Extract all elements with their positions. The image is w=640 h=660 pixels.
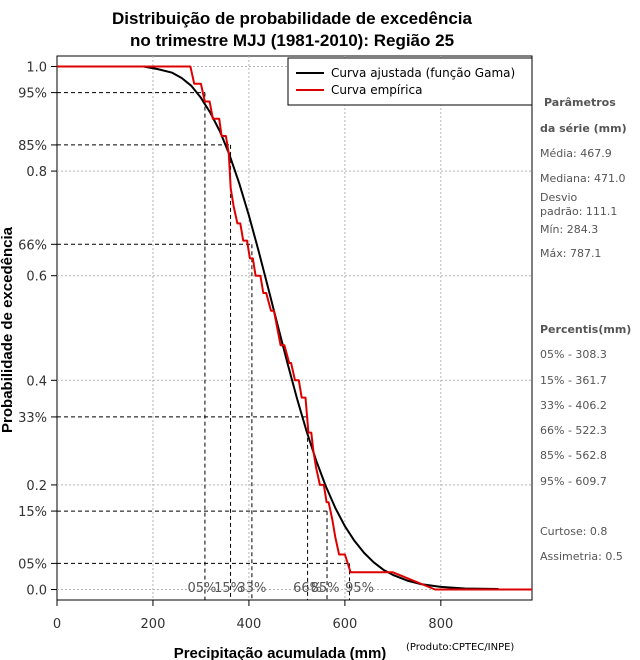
legend-box bbox=[287, 57, 533, 106]
x-axis: 0 200 400 600 800 bbox=[53, 600, 453, 632]
stat-max: Máx: 787.1 bbox=[540, 247, 601, 260]
legend-label-empirical: Curva empírica bbox=[331, 83, 422, 97]
fitted-gamma-curve bbox=[143, 65, 499, 590]
stat-min: Mín: 284.3 bbox=[540, 223, 598, 236]
percentil-85: 85% - 562.8 bbox=[540, 449, 607, 462]
x-tick-label: 600 bbox=[332, 617, 357, 632]
percentile-x-label: 15% bbox=[214, 581, 243, 596]
percentile-x-label: 33% bbox=[237, 581, 266, 596]
chart-title-line1: Distribuição de probabilidade de excedên… bbox=[112, 9, 472, 28]
chart-title-line2: no trimestre MJJ (1981-2010): Região 25 bbox=[130, 31, 454, 50]
stat-curtose: Curtose: 0.8 bbox=[540, 525, 607, 538]
y-tick-label: 0.6 bbox=[26, 270, 47, 285]
y-tick-label: 0.8 bbox=[26, 165, 47, 180]
y-axis: 1.0 95% 85% 0.8 66% 0.6 0.4 33% 0.2 15% 05% 0.0 bbox=[18, 60, 57, 599]
params-title-2: da série (mm) bbox=[540, 122, 627, 135]
grid-lines bbox=[57, 56, 532, 600]
x-tick-label: 0 bbox=[53, 617, 61, 632]
x-tick-label: 800 bbox=[428, 617, 453, 632]
empirical-curve bbox=[57, 65, 532, 591]
credit-text: (Produto:CPTEC/INPE) bbox=[406, 642, 514, 653]
y-tick-label: 0.0 bbox=[26, 584, 47, 599]
y-tick-label: 33% bbox=[18, 411, 47, 426]
y-tick-label: 0.2 bbox=[26, 479, 47, 494]
y-axis-title: Probabilidade de excedência bbox=[0, 226, 16, 433]
percentis-title: Percentis(mm) bbox=[540, 323, 631, 336]
y-tick-label: 95% bbox=[18, 87, 47, 102]
stat-desvio-2: padrão: 111.1 bbox=[540, 205, 617, 218]
series-layer bbox=[57, 65, 532, 591]
percentile-guides bbox=[57, 92, 351, 600]
y-tick-label: 85% bbox=[18, 139, 47, 154]
y-tick-label: 66% bbox=[18, 238, 47, 253]
stat-assimetria: Assimetria: 0.5 bbox=[540, 550, 623, 563]
legend: Curva ajustada (função Gama) Curva empír… bbox=[287, 57, 533, 106]
percentil-33: 33% - 406.2 bbox=[540, 399, 607, 412]
y-tick-label: 1.0 bbox=[26, 60, 47, 75]
params-title-1: Parâmetros bbox=[544, 96, 616, 109]
percentil-95: 95% - 609.7 bbox=[540, 475, 607, 488]
stats-panel: Parâmetros da série (mm) Média: 467.9 Me… bbox=[540, 96, 631, 563]
x-tick-label: 200 bbox=[141, 617, 166, 632]
y-tick-label: 0.4 bbox=[26, 374, 47, 389]
stat-desvio-1: Desvio bbox=[540, 191, 578, 204]
y-tick-label: 15% bbox=[18, 505, 47, 520]
plot-area bbox=[56, 55, 533, 601]
percentile-x-label: 85% bbox=[311, 581, 340, 596]
x-axis-title: Precipitação acumulada (mm) bbox=[174, 645, 387, 660]
percentil-05: 05% - 308.3 bbox=[540, 348, 607, 361]
percentile-x-label: 66% bbox=[293, 581, 322, 596]
stat-mediana: Mediana: 471.0 bbox=[540, 172, 625, 185]
x-tick-label: 400 bbox=[237, 617, 262, 632]
stat-media: Média: 467.9 bbox=[540, 147, 612, 160]
y-tick-label: 05% bbox=[18, 557, 47, 572]
percentil-66: 66% - 522.3 bbox=[540, 424, 607, 437]
percentil-15: 15% - 361.7 bbox=[540, 374, 607, 387]
percentile-labels: 05%15%33% 66%85% 95% bbox=[187, 581, 374, 596]
percentile-x-label: 95% bbox=[345, 581, 374, 596]
percentile-x-label: 05% bbox=[187, 581, 216, 596]
legend-label-fitted: Curva ajustada (função Gama) bbox=[331, 66, 515, 80]
